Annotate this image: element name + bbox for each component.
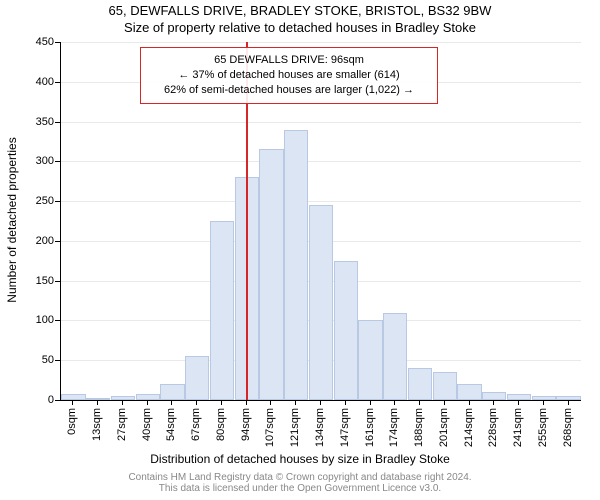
x-tick-label: 80sqm bbox=[215, 408, 227, 441]
histogram-bar bbox=[358, 320, 382, 400]
y-tick bbox=[55, 281, 60, 282]
y-tick-label: 350 bbox=[14, 116, 54, 128]
gridline bbox=[61, 42, 581, 43]
y-tick bbox=[55, 320, 60, 321]
histogram-bar bbox=[160, 384, 184, 400]
histogram-bar bbox=[185, 356, 209, 400]
x-tick-label: 174sqm bbox=[388, 408, 400, 447]
y-tick bbox=[55, 82, 60, 83]
histogram-bar bbox=[457, 384, 481, 400]
y-tick-label: 100 bbox=[14, 314, 54, 326]
y-tick-label: 50 bbox=[14, 354, 54, 366]
histogram-bar bbox=[284, 130, 308, 400]
x-tick bbox=[543, 400, 544, 405]
gridline bbox=[61, 161, 581, 162]
gridline bbox=[61, 122, 581, 123]
x-tick bbox=[394, 400, 395, 405]
histogram-bar bbox=[408, 368, 432, 400]
histogram-bar bbox=[136, 394, 160, 400]
histogram-bar bbox=[259, 149, 283, 400]
x-tick-label: 13sqm bbox=[91, 408, 103, 441]
histogram-bar bbox=[383, 313, 407, 401]
y-tick-label: 0 bbox=[14, 394, 54, 406]
x-tick bbox=[444, 400, 445, 405]
y-tick-label: 300 bbox=[14, 155, 54, 167]
y-tick bbox=[55, 161, 60, 162]
x-tick-label: 40sqm bbox=[141, 408, 153, 441]
chart-annotation-box: 65 DEWFALLS DRIVE: 96sqm← 37% of detache… bbox=[140, 47, 438, 104]
y-tick bbox=[55, 360, 60, 361]
x-tick-label: 94sqm bbox=[240, 408, 252, 441]
x-tick bbox=[295, 400, 296, 405]
x-tick bbox=[469, 400, 470, 405]
x-tick-label: 201sqm bbox=[438, 408, 450, 447]
y-tick-label: 150 bbox=[14, 275, 54, 287]
annotation-line: 62% of semi-detached houses are larger (… bbox=[149, 83, 429, 98]
x-axis-label: Distribution of detached houses by size … bbox=[0, 452, 600, 466]
histogram-bar bbox=[334, 261, 358, 400]
y-tick-label: 400 bbox=[14, 76, 54, 88]
y-tick-label: 450 bbox=[14, 36, 54, 48]
y-tick-label: 200 bbox=[14, 235, 54, 247]
x-tick bbox=[518, 400, 519, 405]
x-tick-label: 268sqm bbox=[562, 408, 574, 447]
x-tick bbox=[97, 400, 98, 405]
y-tick bbox=[55, 241, 60, 242]
x-tick bbox=[270, 400, 271, 405]
x-tick-label: 241sqm bbox=[512, 408, 524, 447]
x-tick-label: 214sqm bbox=[463, 408, 475, 447]
chart-subtitle: Size of property relative to detached ho… bbox=[0, 20, 600, 35]
x-tick-label: 147sqm bbox=[339, 408, 351, 447]
x-tick-label: 107sqm bbox=[264, 408, 276, 447]
histogram-bar bbox=[556, 396, 580, 400]
footer-copyright: Contains HM Land Registry data © Crown c… bbox=[0, 472, 600, 494]
histogram-bar bbox=[210, 221, 234, 400]
annotation-line: ← 37% of detached houses are smaller (61… bbox=[149, 68, 429, 83]
x-tick bbox=[370, 400, 371, 405]
x-tick bbox=[345, 400, 346, 405]
x-tick bbox=[171, 400, 172, 405]
histogram-bar bbox=[433, 372, 457, 400]
y-tick bbox=[55, 400, 60, 401]
annotation-line: 65 DEWFALLS DRIVE: 96sqm bbox=[149, 53, 429, 68]
x-tick-label: 54sqm bbox=[165, 408, 177, 441]
x-tick bbox=[419, 400, 420, 405]
x-tick bbox=[320, 400, 321, 405]
x-tick bbox=[147, 400, 148, 405]
x-tick-label: 27sqm bbox=[116, 408, 128, 441]
x-tick-label: 0sqm bbox=[66, 408, 78, 435]
y-tick bbox=[55, 122, 60, 123]
page-title: 65, DEWFALLS DRIVE, BRADLEY STOKE, BRIST… bbox=[0, 3, 600, 18]
x-tick bbox=[196, 400, 197, 405]
x-tick-label: 67sqm bbox=[190, 408, 202, 441]
x-tick-label: 228sqm bbox=[487, 408, 499, 447]
x-tick bbox=[493, 400, 494, 405]
gridline bbox=[61, 201, 581, 202]
x-tick-label: 134sqm bbox=[314, 408, 326, 447]
x-tick bbox=[122, 400, 123, 405]
x-tick-label: 121sqm bbox=[289, 408, 301, 447]
histogram-bar bbox=[482, 392, 506, 400]
y-tick bbox=[55, 201, 60, 202]
histogram-bar bbox=[309, 205, 333, 400]
x-tick bbox=[568, 400, 569, 405]
y-tick bbox=[55, 42, 60, 43]
x-tick-label: 188sqm bbox=[413, 408, 425, 447]
x-tick-label: 255sqm bbox=[537, 408, 549, 447]
y-tick-label: 250 bbox=[14, 195, 54, 207]
histogram-bar bbox=[532, 396, 556, 400]
x-tick bbox=[221, 400, 222, 405]
histogram-bar bbox=[111, 396, 135, 400]
x-tick-label: 161sqm bbox=[364, 408, 376, 447]
x-tick bbox=[246, 400, 247, 405]
x-tick bbox=[72, 400, 73, 405]
